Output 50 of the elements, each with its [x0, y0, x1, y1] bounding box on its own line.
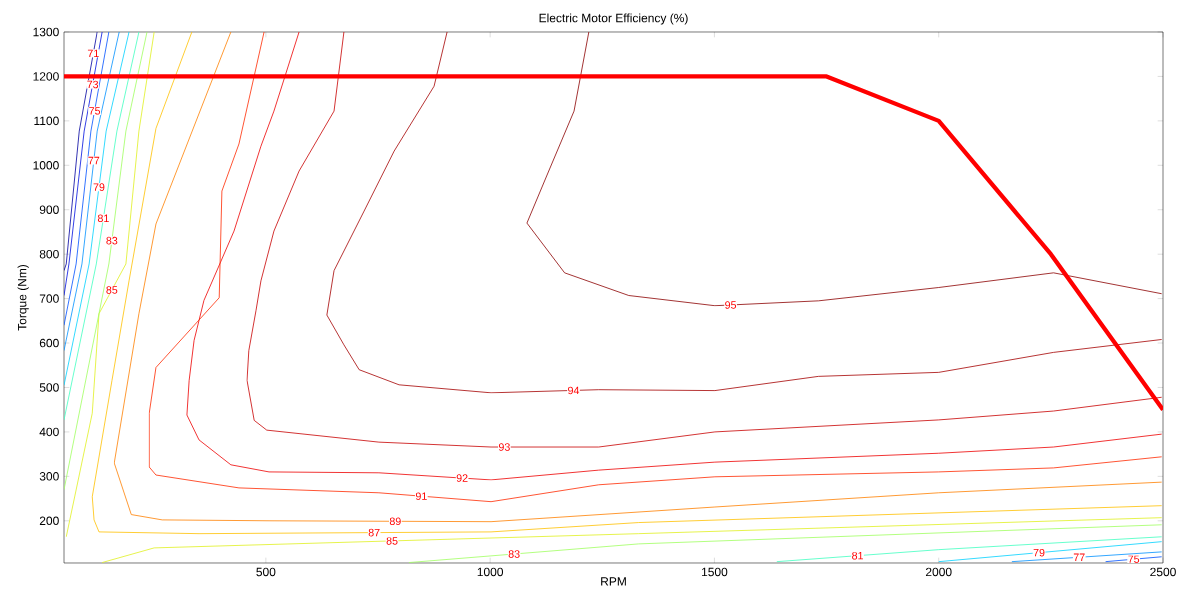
series-label: 85: [386, 537, 398, 545]
y-tick-label: 300: [39, 472, 59, 481]
series-label: 79: [1033, 548, 1045, 557]
x-axis-title: RPM: [601, 577, 626, 586]
y-tick-label: 500: [39, 383, 59, 392]
y-tick-label: 400: [39, 427, 59, 437]
y-tick-label: 1200: [33, 72, 59, 81]
x-tick-label: 500: [256, 567, 276, 577]
y-tick-label: 1300: [33, 27, 59, 37]
series-label: 71: [87, 49, 99, 58]
line-series: [64, 32, 140, 421]
series-label: 95: [725, 301, 737, 309]
series-label: 77: [88, 156, 100, 165]
series-label: 93: [498, 443, 510, 451]
series-label: 83: [106, 236, 118, 245]
series-label: 91: [415, 492, 427, 500]
line-series: [101, 517, 1163, 563]
series-label: 81: [97, 214, 109, 223]
series-label: 79: [93, 183, 105, 191]
line-series: [64, 74, 1164, 412]
y-tick-label: 700: [39, 294, 59, 303]
line-series: [326, 32, 1163, 394]
y-tick-label: 200: [39, 516, 59, 526]
y-tick-label: 800: [39, 249, 59, 259]
series-label: 75: [1128, 555, 1140, 563]
series-label: 77: [1073, 553, 1085, 561]
series-label: 73: [87, 80, 99, 89]
line-series: [64, 32, 120, 351]
series-label: 81: [852, 551, 863, 560]
x-tick-label: 1000: [477, 567, 504, 577]
y-axis-title: Torque (Nm): [17, 264, 29, 331]
y-tick-label: 1100: [34, 116, 59, 126]
y-tick-label: 600: [39, 338, 59, 348]
line-series: [65, 32, 155, 538]
series-label: 87: [368, 528, 380, 537]
line-series: [64, 32, 130, 386]
y-tick-label: 1000: [33, 161, 59, 170]
series-label: 83: [508, 550, 520, 558]
chart-title: Electric Motor Efficiency (%): [539, 13, 688, 25]
y-tick-label: 900: [39, 205, 59, 214]
series-label: 89: [389, 517, 401, 526]
line-series: [526, 32, 1163, 307]
line-series: [64, 32, 148, 491]
x-tick-label: 2000: [925, 567, 952, 577]
series-label: 85: [106, 286, 118, 294]
series-label: 94: [568, 386, 580, 395]
x-tick-label: 2500: [1150, 567, 1176, 577]
series-label: 75: [89, 107, 101, 115]
series-label: 92: [456, 474, 468, 482]
x-tick-label: 1500: [702, 567, 728, 577]
